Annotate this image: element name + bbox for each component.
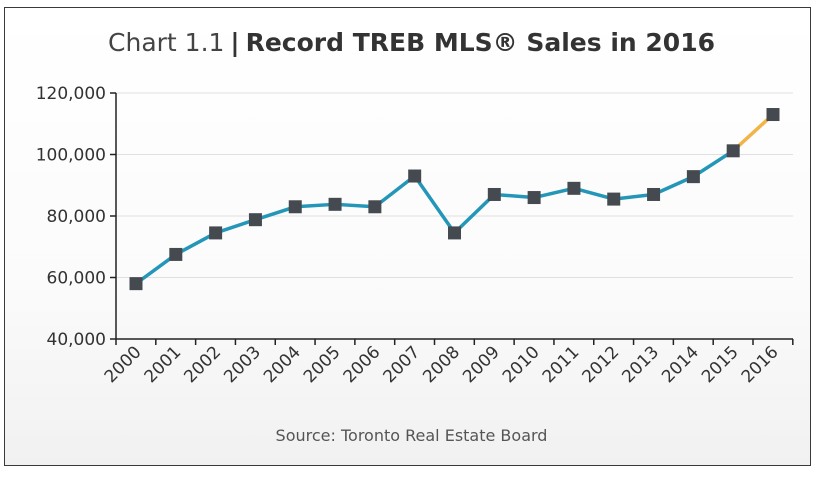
data-point-marker <box>448 226 461 240</box>
data-point-marker <box>766 108 780 122</box>
chart-source: Source: Toronto Real Estate Board <box>275 426 548 445</box>
x-tick-label: 2014 <box>658 342 703 387</box>
x-tick-label: 2000 <box>101 342 146 387</box>
x-tick-label: 2012 <box>579 342 624 387</box>
x-tick-label: 2005 <box>300 342 345 387</box>
y-tick-label: 100,000 <box>36 146 106 166</box>
x-tick-label: 2001 <box>141 342 186 387</box>
y-tick-label: 40,000 <box>47 330 106 350</box>
data-point-marker <box>408 169 422 183</box>
data-point-marker <box>368 200 382 214</box>
y-tick-label: 60,000 <box>47 269 106 289</box>
chart-title-prefix: Chart 1.1 <box>108 28 225 57</box>
chart-title-separator: | <box>230 28 240 57</box>
y-tick-label: 80,000 <box>47 207 106 227</box>
x-tick-label: 2003 <box>220 342 265 387</box>
x-axis-ticks: 2000200120022003200420052006200720082009… <box>101 339 794 387</box>
chart-title: Chart 1.1 | Record TREB MLS® Sales in 2016 <box>0 28 823 57</box>
x-tick-label: 2004 <box>260 342 305 387</box>
data-point-marker <box>129 277 143 291</box>
x-tick-label: 2007 <box>379 342 424 387</box>
x-tick-label: 2008 <box>419 342 464 387</box>
x-tick-label: 2015 <box>698 342 743 387</box>
data-point-marker <box>607 192 621 206</box>
data-point-marker <box>209 226 223 240</box>
data-point-marker <box>248 213 262 227</box>
x-tick-label: 2002 <box>180 342 225 387</box>
x-tick-label: 2010 <box>499 342 544 387</box>
series-lines <box>134 112 775 286</box>
x-tick-label: 2006 <box>340 342 385 387</box>
data-point-marker <box>726 144 740 158</box>
x-tick-label: 2016 <box>738 342 783 387</box>
data-point-marker <box>288 200 302 214</box>
series-line-highlight <box>731 112 775 153</box>
data-point-marker <box>487 187 501 201</box>
data-point-marker <box>686 170 700 184</box>
x-tick-label: 2009 <box>459 342 504 387</box>
chart-frame <box>4 7 811 466</box>
data-point-marker <box>328 197 342 211</box>
y-tick-label: 120,000 <box>36 84 106 104</box>
data-point-marker <box>527 191 541 205</box>
grid-lines <box>116 92 793 278</box>
y-axis-ticks: 40,000 60,000 80,000 100,000 120,000 <box>36 84 116 350</box>
x-tick-label: 2013 <box>618 342 663 387</box>
data-point-marker <box>647 187 661 201</box>
x-tick-label: 2011 <box>539 342 584 387</box>
series-line <box>134 149 735 286</box>
data-point-marker <box>567 181 581 195</box>
series-markers <box>129 108 780 291</box>
chart-title-main: Record TREB MLS® Sales in 2016 <box>245 28 715 57</box>
data-point-marker <box>169 247 183 261</box>
